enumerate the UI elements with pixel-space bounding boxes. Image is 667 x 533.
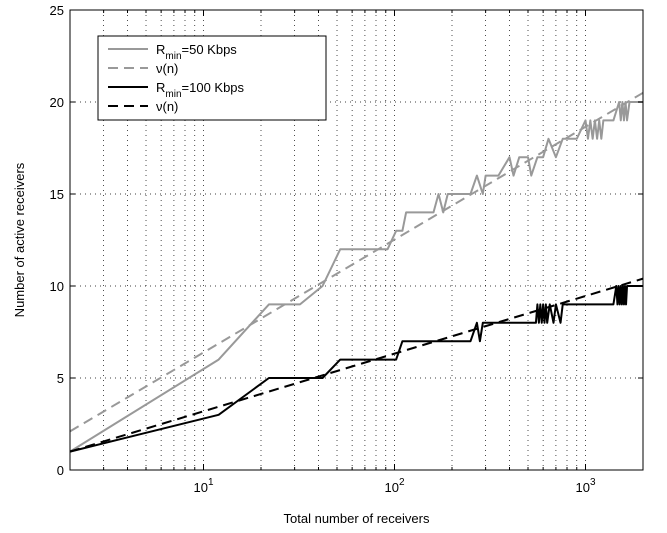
y-tick-label: 15 — [50, 187, 64, 202]
x-axis-label: Total number of receivers — [284, 511, 430, 526]
plot-frame — [69, 9, 644, 471]
series-line-2 — [69, 91, 644, 433]
series-layer — [69, 91, 644, 453]
y-tick-label: 0 — [57, 463, 64, 478]
x-tick-label: 101 — [193, 477, 213, 495]
series-line-1 — [69, 101, 643, 453]
x-tick-label: 103 — [575, 477, 595, 495]
y-tick-label: 25 — [50, 3, 64, 18]
series-line-4 — [69, 277, 644, 453]
legend-label: Rmin=50 Kbps — [156, 42, 237, 62]
series-line-3 — [69, 285, 643, 453]
axis-ticks: 0 5 10 15 20 25 101 102 103 — [50, 3, 644, 495]
y-tick-label: 5 — [57, 371, 64, 386]
legend-label: Rmin=100 Kbps — [156, 80, 245, 100]
legend-label: ν(n) — [156, 99, 178, 114]
legend-label: ν(n) — [156, 61, 178, 76]
y-tick-label: 10 — [50, 279, 64, 294]
y-tick-label: 20 — [50, 95, 64, 110]
x-tick-label: 102 — [384, 477, 404, 495]
y-axis-label: Number of active receivers — [12, 162, 27, 317]
